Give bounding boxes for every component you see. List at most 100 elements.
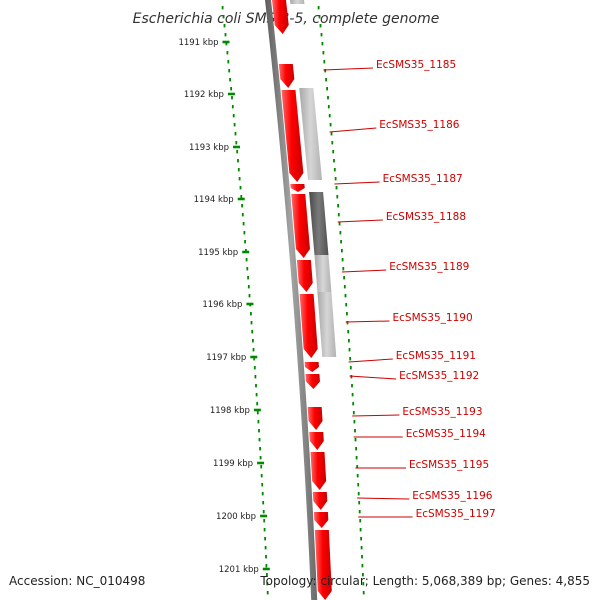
scale-dot [356, 474, 359, 478]
gene-arrow[interactable] [278, 64, 295, 88]
scale-dot [260, 465, 263, 469]
label-connector [349, 375, 397, 380]
scale-dot [353, 420, 356, 424]
gene-label[interactable]: EcSMS35_1191 [396, 350, 476, 362]
scale-dot [266, 582, 269, 586]
scale-dot [255, 393, 258, 397]
gene-arrow[interactable] [305, 374, 320, 389]
scale-dot [232, 114, 235, 118]
gene-arrow[interactable] [310, 452, 327, 490]
gene-arrow[interactable] [312, 492, 328, 510]
scale-dot [226, 51, 229, 55]
gene-arrow[interactable] [314, 530, 332, 600]
scale-dot [230, 87, 232, 91]
label-connector [337, 219, 383, 223]
gene-arrow[interactable] [309, 432, 324, 450]
scale-dot [327, 105, 330, 109]
kbp-label: 1192 kbp [184, 90, 224, 100]
scale-dot [340, 240, 342, 244]
scale-dot [321, 42, 324, 46]
scale-dot [223, 24, 226, 28]
kbp-tick [253, 408, 261, 412]
scale-dot [255, 384, 257, 388]
scale-dot [237, 159, 239, 163]
scale-dot [354, 438, 357, 442]
scale-dot [259, 447, 261, 451]
gene-arrow[interactable] [299, 294, 318, 358]
scale-dot [362, 573, 364, 577]
scale-dot [261, 492, 264, 496]
scale-dot [264, 537, 266, 541]
gene-arrow[interactable] [296, 260, 313, 292]
gene-arrow[interactable] [291, 194, 310, 258]
scale-dot [333, 159, 335, 163]
scale-dot [361, 555, 363, 559]
kbp-tick [262, 567, 270, 571]
scale-dot [332, 150, 335, 154]
gene-label[interactable]: EcSMS35_1190 [393, 312, 473, 324]
scale-dot [323, 60, 326, 64]
kbp-label: 1198 kbp [210, 406, 250, 416]
gene-label[interactable]: EcSMS35_1194 [406, 428, 486, 440]
kbp-tick [233, 145, 240, 149]
scale-dot [360, 537, 362, 541]
scale-dot [261, 483, 264, 487]
kbp-label: 1200 kbp [216, 512, 256, 522]
scale-dot [347, 330, 350, 334]
scale-dot [355, 447, 357, 451]
gene-label[interactable]: EcSMS35_1186 [379, 119, 459, 131]
scale-dot [221, 6, 224, 10]
gene-arrow[interactable] [313, 512, 329, 528]
scale-dot [339, 231, 342, 235]
label-connector [323, 67, 374, 71]
label-connector [334, 181, 380, 185]
gene-track [272, 0, 332, 600]
kbp-label: 1199 kbp [213, 459, 253, 469]
scale-dot [238, 177, 241, 181]
scale-dot [228, 69, 231, 73]
gene-label[interactable]: EcSMS35_1193 [402, 406, 482, 418]
scale-dot [234, 132, 237, 136]
scale-dot [336, 195, 339, 199]
gene-arrow[interactable] [281, 90, 304, 182]
scale-dot [335, 186, 338, 190]
scale-dot [320, 33, 323, 37]
gc-block [317, 292, 337, 357]
gene-arrow[interactable] [272, 0, 289, 34]
outer-scale-track [221, 6, 365, 595]
gene-label[interactable]: EcSMS35_1185 [376, 59, 456, 71]
scale-dot [362, 582, 365, 586]
scale-dot [236, 150, 239, 154]
gene-label[interactable]: EcSMS35_1197 [416, 508, 496, 520]
scale-dot [354, 429, 356, 433]
scale-dot [227, 60, 230, 64]
scale-dot [331, 141, 334, 145]
scale-dot [258, 438, 261, 442]
gene-arrow[interactable] [307, 407, 323, 430]
gene-arrow[interactable] [304, 362, 319, 372]
scale-dot [263, 528, 266, 532]
gene-label[interactable]: EcSMS35_1195 [409, 459, 489, 471]
gene-arrow[interactable] [290, 184, 305, 192]
gc-block [309, 192, 329, 255]
scale-dot [322, 51, 325, 55]
kbp-label: 1191 kbp [178, 38, 218, 48]
scale-dot [330, 132, 333, 136]
label-connector [352, 414, 400, 417]
kbp-scale: 1191 kbp 1192 kbp 1193 kbp 1194 kbp 1195 kbp… [178, 38, 270, 575]
gene-label[interactable]: EcSMS35_1188 [386, 211, 466, 223]
gc-content-track [290, 0, 337, 357]
gene-label[interactable]: EcSMS35_1187 [383, 173, 463, 185]
gene-label[interactable]: EcSMS35_1192 [399, 370, 479, 382]
kbp-label: 1195 kbp [198, 248, 238, 258]
kbp-label: 1193 kbp [189, 143, 229, 153]
gene-label[interactable]: EcSMS35_1196 [412, 490, 492, 502]
scale-dot [241, 213, 244, 217]
scale-dot [264, 546, 267, 550]
scale-dot [361, 564, 364, 568]
scale-dot [265, 555, 267, 559]
scale-dot [239, 186, 242, 190]
gene-label[interactable]: EcSMS35_1189 [389, 261, 469, 273]
scale-dot [252, 339, 254, 343]
